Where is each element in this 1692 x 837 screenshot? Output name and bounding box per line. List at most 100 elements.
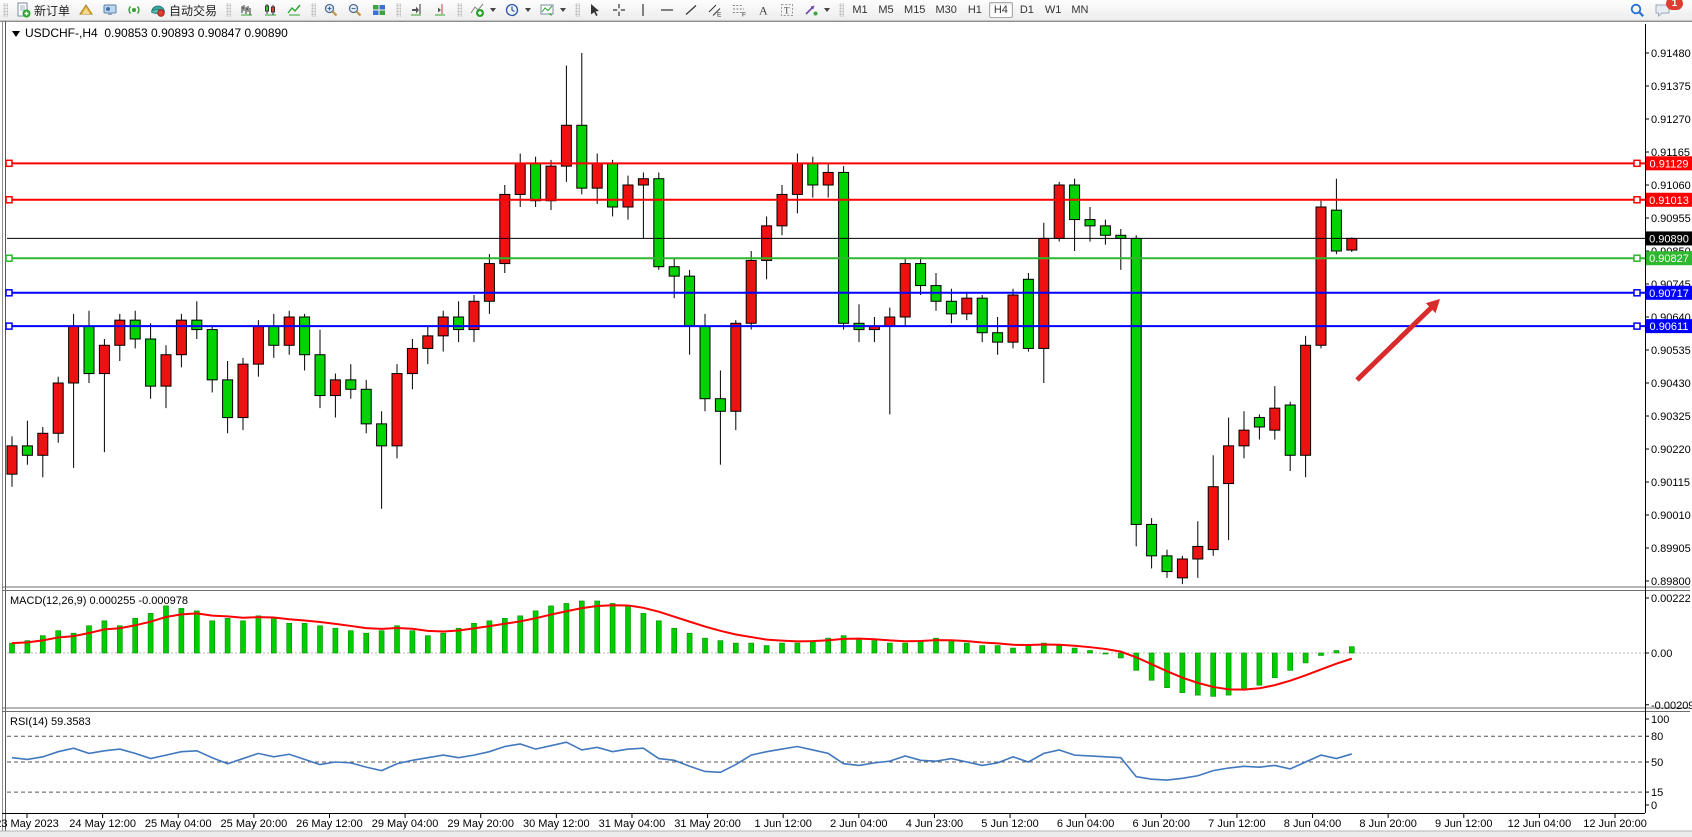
- cursor-tool-button[interactable]: [583, 1, 607, 19]
- price-axis-tick-label: 0.90325: [1651, 411, 1691, 423]
- indicators-button[interactable]: [465, 1, 500, 19]
- periods-button[interactable]: [500, 1, 535, 19]
- macd-histogram-bar: [1133, 652, 1139, 671]
- tile-windows-button[interactable]: [367, 1, 391, 19]
- crosshair-tool-button[interactable]: [607, 1, 631, 19]
- timeframe-button-m1[interactable]: M1: [848, 2, 872, 18]
- macd-histogram-bar: [1256, 652, 1263, 686]
- line-handle[interactable]: [5, 322, 13, 330]
- line-chart-button[interactable]: [282, 1, 306, 19]
- toolbar-grip[interactable]: [311, 3, 317, 17]
- toolbar-grip[interactable]: [3, 3, 8, 17]
- toolbar-grip[interactable]: [839, 3, 845, 17]
- horizontal-line-tool-button[interactable]: [655, 1, 679, 19]
- timeframe-button-m30[interactable]: M30: [931, 2, 960, 18]
- candle-bullish: [591, 162, 603, 189]
- candle-bearish: [453, 316, 465, 331]
- price-axis-tick-label: 0.90955: [1651, 213, 1691, 225]
- macd-histogram-bar: [147, 613, 154, 654]
- line-handle[interactable]: [5, 196, 13, 204]
- text-tool-button[interactable]: A: [751, 1, 775, 19]
- zoom-in-button[interactable]: [319, 1, 343, 19]
- new-order-button[interactable]: 新订单: [11, 1, 74, 19]
- chat-notification-badge[interactable]: 1: [1666, 0, 1683, 10]
- candlestick-chart-button[interactable]: [258, 1, 282, 19]
- rsi-axis-tick-label: 80: [1651, 731, 1663, 743]
- rsi-label: RSI(14): [10, 716, 48, 728]
- chart-shift-button[interactable]: [428, 1, 452, 19]
- time-axis-label: 25 May 04:00: [145, 818, 212, 830]
- macd-histogram-bar: [55, 630, 62, 654]
- time-axis-label: 6 Jun 20:00: [1133, 818, 1191, 830]
- templates-button[interactable]: [535, 1, 570, 19]
- vertical-line-tool-button[interactable]: [631, 1, 655, 19]
- macd-histogram-bar: [178, 608, 185, 654]
- candle-bearish: [653, 178, 665, 268]
- chart-window-button[interactable]: [74, 1, 98, 19]
- line-chart-icon: [286, 2, 302, 18]
- fibonacci-tool-button[interactable]: F: [727, 1, 751, 19]
- candle-bullish: [37, 432, 49, 456]
- line-handle[interactable]: [5, 289, 13, 297]
- timeframe-button-h1[interactable]: H1: [963, 2, 987, 18]
- toolbar-grip[interactable]: [226, 3, 232, 17]
- rsi-line: [11, 741, 1353, 781]
- line-handle[interactable]: [1633, 254, 1641, 262]
- macd-histogram-bar: [640, 613, 647, 654]
- timeframe-button-w1[interactable]: W1: [1041, 2, 1066, 18]
- arrows-tool-button[interactable]: [799, 1, 834, 19]
- zoom-out-button[interactable]: [343, 1, 367, 19]
- auto-scroll-button[interactable]: [404, 1, 428, 19]
- price-axis-tick-label: 0.90220: [1651, 444, 1691, 456]
- arrows-icon: [803, 2, 819, 18]
- line-handle[interactable]: [5, 254, 13, 262]
- dropdown-caret: [525, 8, 532, 12]
- equidistant-channel-tool-button[interactable]: E: [703, 1, 727, 19]
- svg-text:A: A: [759, 4, 768, 18]
- line-handle[interactable]: [1633, 322, 1641, 330]
- candle-bearish: [345, 379, 357, 390]
- candle-bearish: [129, 319, 141, 340]
- terminal-button[interactable]: [98, 1, 122, 19]
- toolbar-grip[interactable]: [457, 3, 463, 17]
- candle-bullish: [1300, 344, 1312, 456]
- time-axis-label: 8 Jun 04:00: [1284, 818, 1342, 830]
- macd-histogram-bar: [1179, 652, 1186, 693]
- time-axis-label: 2 Jun 04:00: [830, 818, 888, 830]
- candle-bullish: [252, 325, 264, 365]
- price-axis-tick-label: 0.90430: [1651, 378, 1691, 390]
- trend-arrow[interactable]: [1355, 303, 1436, 382]
- text-label-tool-button[interactable]: T: [775, 1, 799, 19]
- timeframe-button-d1[interactable]: D1: [1015, 2, 1039, 18]
- timeframe-button-mn[interactable]: MN: [1067, 2, 1092, 18]
- candle-bearish: [1130, 237, 1142, 525]
- autotrading-button[interactable]: 自动交易: [146, 1, 221, 19]
- timeframe-button-m15[interactable]: M15: [900, 2, 929, 18]
- candle-bearish: [530, 162, 542, 202]
- macd-histogram-bar: [347, 630, 354, 654]
- collapse-chart-icon[interactable]: [12, 30, 20, 37]
- timeframe-button-h4[interactable]: H4: [988, 2, 1013, 18]
- line-handle[interactable]: [1633, 289, 1641, 297]
- signals-button[interactable]: [122, 1, 146, 19]
- search-button[interactable]: [1625, 1, 1650, 19]
- toolbar-grip[interactable]: [575, 3, 581, 17]
- line-handle[interactable]: [5, 159, 13, 168]
- trend-arrow-head[interactable]: [1425, 299, 1440, 314]
- line-handle[interactable]: [1633, 159, 1641, 168]
- bar-chart-button[interactable]: [234, 1, 258, 19]
- line-handle[interactable]: [1633, 196, 1641, 204]
- candle-bullish: [468, 300, 480, 331]
- macd-histogram-bar: [1195, 652, 1201, 696]
- toolbar-grip[interactable]: [396, 3, 402, 17]
- trendline-tool-button[interactable]: [679, 1, 703, 19]
- candle-bullish: [68, 325, 80, 384]
- macd-histogram-bar: [686, 632, 693, 654]
- macd-histogram-bar: [1118, 652, 1124, 659]
- timeframe-button-m5[interactable]: M5: [874, 2, 898, 18]
- macd-histogram-bar: [1102, 652, 1109, 655]
- macd-histogram-bar: [563, 603, 570, 654]
- macd-histogram-bar: [117, 625, 123, 654]
